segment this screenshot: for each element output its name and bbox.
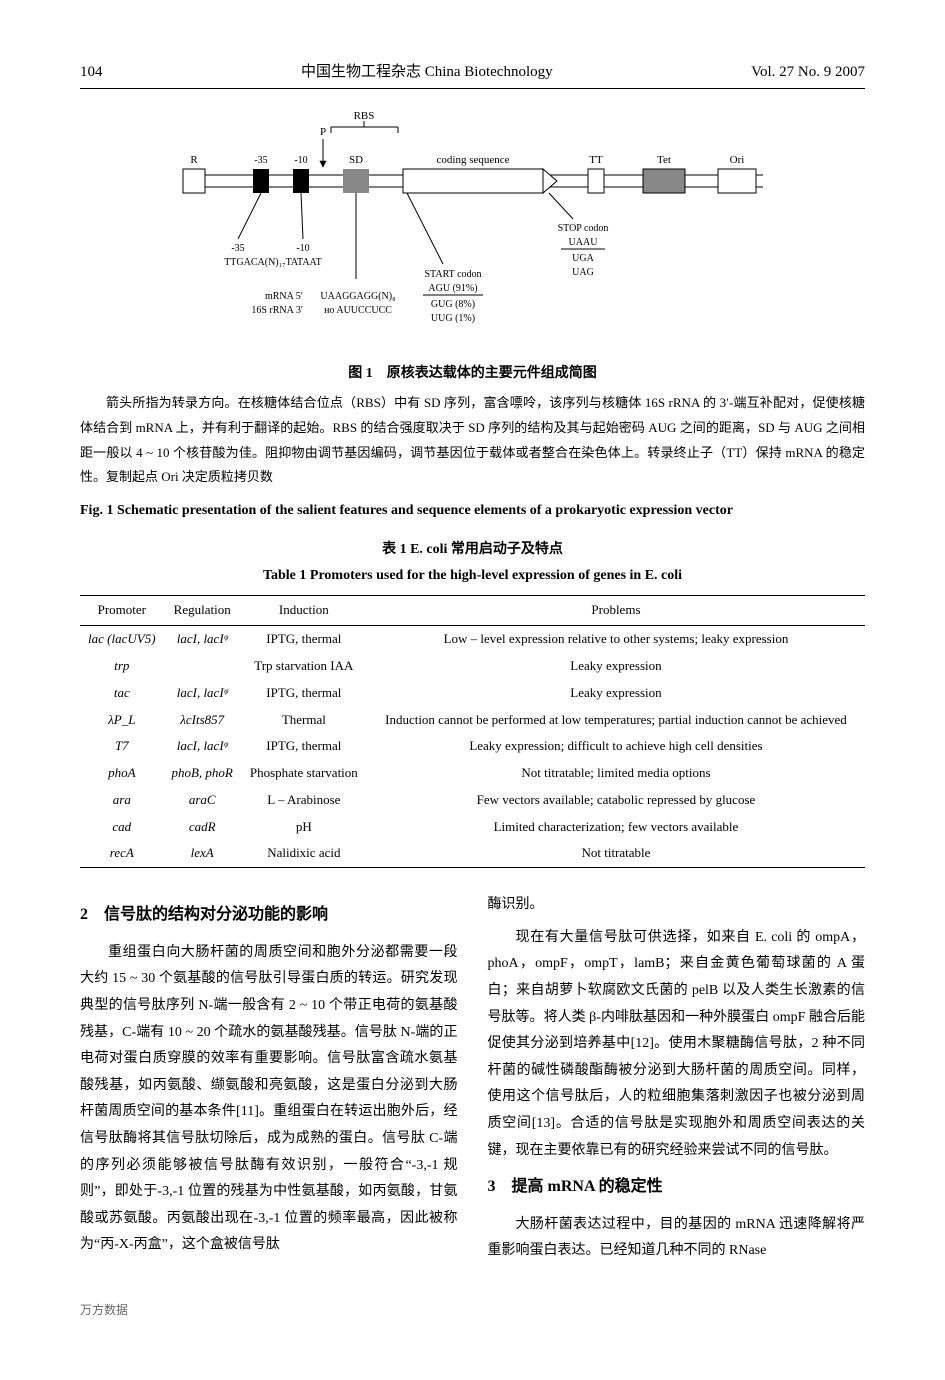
volume-info: Vol. 27 No. 9 2007: [751, 60, 865, 84]
table-cell: λcIts857: [164, 707, 241, 734]
body-columns: 2 信号肽的结构对分泌功能的影响 重组蛋白向大肠杆菌的周质空间和胞外分泌都需要一…: [80, 892, 865, 1271]
table-row: araaraCL – ArabinoseFew vectors availabl…: [80, 787, 865, 814]
table-cell: ara: [80, 787, 164, 814]
label-RBS: RBS: [353, 110, 374, 122]
table-cell: phoB, phoR: [164, 760, 241, 787]
right-column: 酶识别。 现在有大量信号肽可供选择，如来自 E. coli 的 ompA，pho…: [488, 892, 866, 1271]
label-Ori: Ori: [729, 154, 744, 166]
table-cell: L – Arabinose: [241, 787, 367, 814]
th-induction: Induction: [241, 596, 367, 626]
figure1-caption-en: Fig. 1 Schematic presentation of the sal…: [80, 500, 865, 522]
table-cell: λP_L: [80, 707, 164, 734]
table-header-row: Promoter Regulation Induction Problems: [80, 596, 865, 626]
th-problems: Problems: [367, 596, 865, 626]
label-stop: STOP codon: [557, 223, 608, 234]
table1-caption-en: Table 1 Promoters used for the high-leve…: [80, 565, 865, 587]
label-minus10: -10: [294, 155, 307, 166]
label-R: R: [190, 154, 198, 166]
label-seq35: TTGACA(N)₁₇TATAAT: [224, 257, 322, 268]
col2-para0: 酶识别。: [488, 892, 866, 919]
table-cell: tac: [80, 680, 164, 707]
table-cell: cad: [80, 814, 164, 841]
table-cell: IPTG, thermal: [241, 733, 367, 760]
page-number: 104: [80, 60, 103, 84]
label-mrna5: mRNA 5′: [264, 291, 302, 302]
label-agu: AGU (91%): [428, 283, 477, 294]
label-start: START codon: [424, 269, 481, 280]
label-uag: UAG: [572, 267, 594, 278]
table-row: phoAphoB, phoRPhosphate starvationNot ti…: [80, 760, 865, 787]
label-uaau: UAAU: [568, 237, 598, 248]
journal-title: 中国生物工程杂志 China Biotechnology: [301, 60, 553, 84]
table-cell: Trp starvation IAA: [241, 653, 367, 680]
label-TT: TT: [589, 154, 603, 166]
table-cell: Few vectors available; catabolic repress…: [367, 787, 865, 814]
left-column: 2 信号肽的结构对分泌功能的影响 重组蛋白向大肠杆菌的周质空间和胞外分泌都需要一…: [80, 892, 458, 1271]
table-cell: lexA: [164, 840, 241, 867]
table-cell: recA: [80, 840, 164, 867]
label-P: P: [319, 126, 325, 138]
table-cell: lacI, lacIᵠ: [164, 626, 241, 653]
label-Tet: Tet: [657, 154, 671, 166]
figure1-description: 箭头所指为转录方向。在核糖体结合位点（RBS）中有 SD 序列，富含嘌呤，该序列…: [80, 391, 865, 490]
table-row: λP_LλcIts857ThermalInduction cannot be p…: [80, 707, 865, 734]
table-cell: araC: [164, 787, 241, 814]
label-SD: SD: [348, 154, 362, 166]
table-cell: lacI, lacIᵠ: [164, 733, 241, 760]
table-cell: Leaky expression: [367, 680, 865, 707]
label-anti: ʜᴏ AUUCCUCC: [324, 305, 392, 316]
table-row: cadcadRpHLimited characterization; few v…: [80, 814, 865, 841]
table-row: taclacI, lacIᵠIPTG, thermalLeaky express…: [80, 680, 865, 707]
figure1-caption-zh: 图 1 原核表达载体的主要元件组成简图: [80, 363, 865, 385]
vector-diagram-svg: R -35 -10 P RBS SD coding sequence TT Te…: [143, 109, 803, 349]
th-regulation: Regulation: [164, 596, 241, 626]
figure1-diagram: R -35 -10 P RBS SD coding sequence TT Te…: [80, 109, 865, 349]
table-cell: IPTG, thermal: [241, 680, 367, 707]
table-cell: trp: [80, 653, 164, 680]
table-cell: lac (lacUV5): [80, 626, 164, 653]
table-cell: Induction cannot be performed at low tem…: [367, 707, 865, 734]
table-cell: lacI, lacIᵠ: [164, 680, 241, 707]
table-row: lac (lacUV5)lacI, lacIᵠIPTG, thermalLow …: [80, 626, 865, 653]
table-cell: pH: [241, 814, 367, 841]
label-uga: UGA: [572, 253, 594, 264]
table-cell: Phosphate starvation: [241, 760, 367, 787]
table-cell: cadR: [164, 814, 241, 841]
section3-para1: 大肠杆菌表达过程中，目的基因的 mRNA 迅速降解将严重影响蛋白表达。已经知道几…: [488, 1212, 866, 1265]
label-gug: GUG (8%): [430, 299, 474, 310]
th-promoter: Promoter: [80, 596, 164, 626]
table-row: recAlexANalidixic acidNot titratable: [80, 840, 865, 867]
section2-heading: 2 信号肽的结构对分泌功能的影响: [80, 902, 458, 928]
label-16s: 16S rRNA 3′: [251, 305, 303, 316]
label-uug: UUG (1%): [430, 313, 474, 324]
table-cell: Leaky expression; difficult to achieve h…: [367, 733, 865, 760]
section3-heading: 3 提高 mRNA 的稳定性: [488, 1174, 866, 1200]
table-cell: Not titratable: [367, 840, 865, 867]
table-cell: T7: [80, 733, 164, 760]
table1: Promoter Regulation Induction Problems l…: [80, 595, 865, 868]
table-row: T7lacI, lacIᵠIPTG, thermalLeaky expressi…: [80, 733, 865, 760]
table-cell: Thermal: [241, 707, 367, 734]
table-row: trp Trp starvation IAALeaky expression: [80, 653, 865, 680]
label-minus35: -35: [254, 155, 267, 166]
label-b-minus35: -35: [231, 243, 244, 254]
page-header: 104 中国生物工程杂志 China Biotechnology Vol. 27…: [80, 60, 865, 89]
table-cell: IPTG, thermal: [241, 626, 367, 653]
table-cell: Low – level expression relative to other…: [367, 626, 865, 653]
section2-para1: 重组蛋白向大肠杆菌的周质空间和胞外分泌都需要一段大约 15 ~ 30 个氨基酸的…: [80, 940, 458, 1259]
label-sd-seq: UAAGGAGG(N)₈: [320, 291, 396, 302]
footer-text: 万方数据: [80, 1301, 865, 1320]
table-cell: Limited characterization; few vectors av…: [367, 814, 865, 841]
table-cell: Not titratable; limited media options: [367, 760, 865, 787]
table-cell: [164, 653, 241, 680]
table1-caption-zh: 表 1 E. coli 常用启动子及特点: [80, 539, 865, 561]
col2-para1: 现在有大量信号肽可供选择，如来自 E. coli 的 ompA，phoA，omp…: [488, 925, 866, 1164]
table-cell: phoA: [80, 760, 164, 787]
table-cell: Nalidixic acid: [241, 840, 367, 867]
label-coding: coding sequence: [436, 154, 509, 166]
table-cell: Leaky expression: [367, 653, 865, 680]
label-b-minus10: -10: [296, 243, 309, 254]
